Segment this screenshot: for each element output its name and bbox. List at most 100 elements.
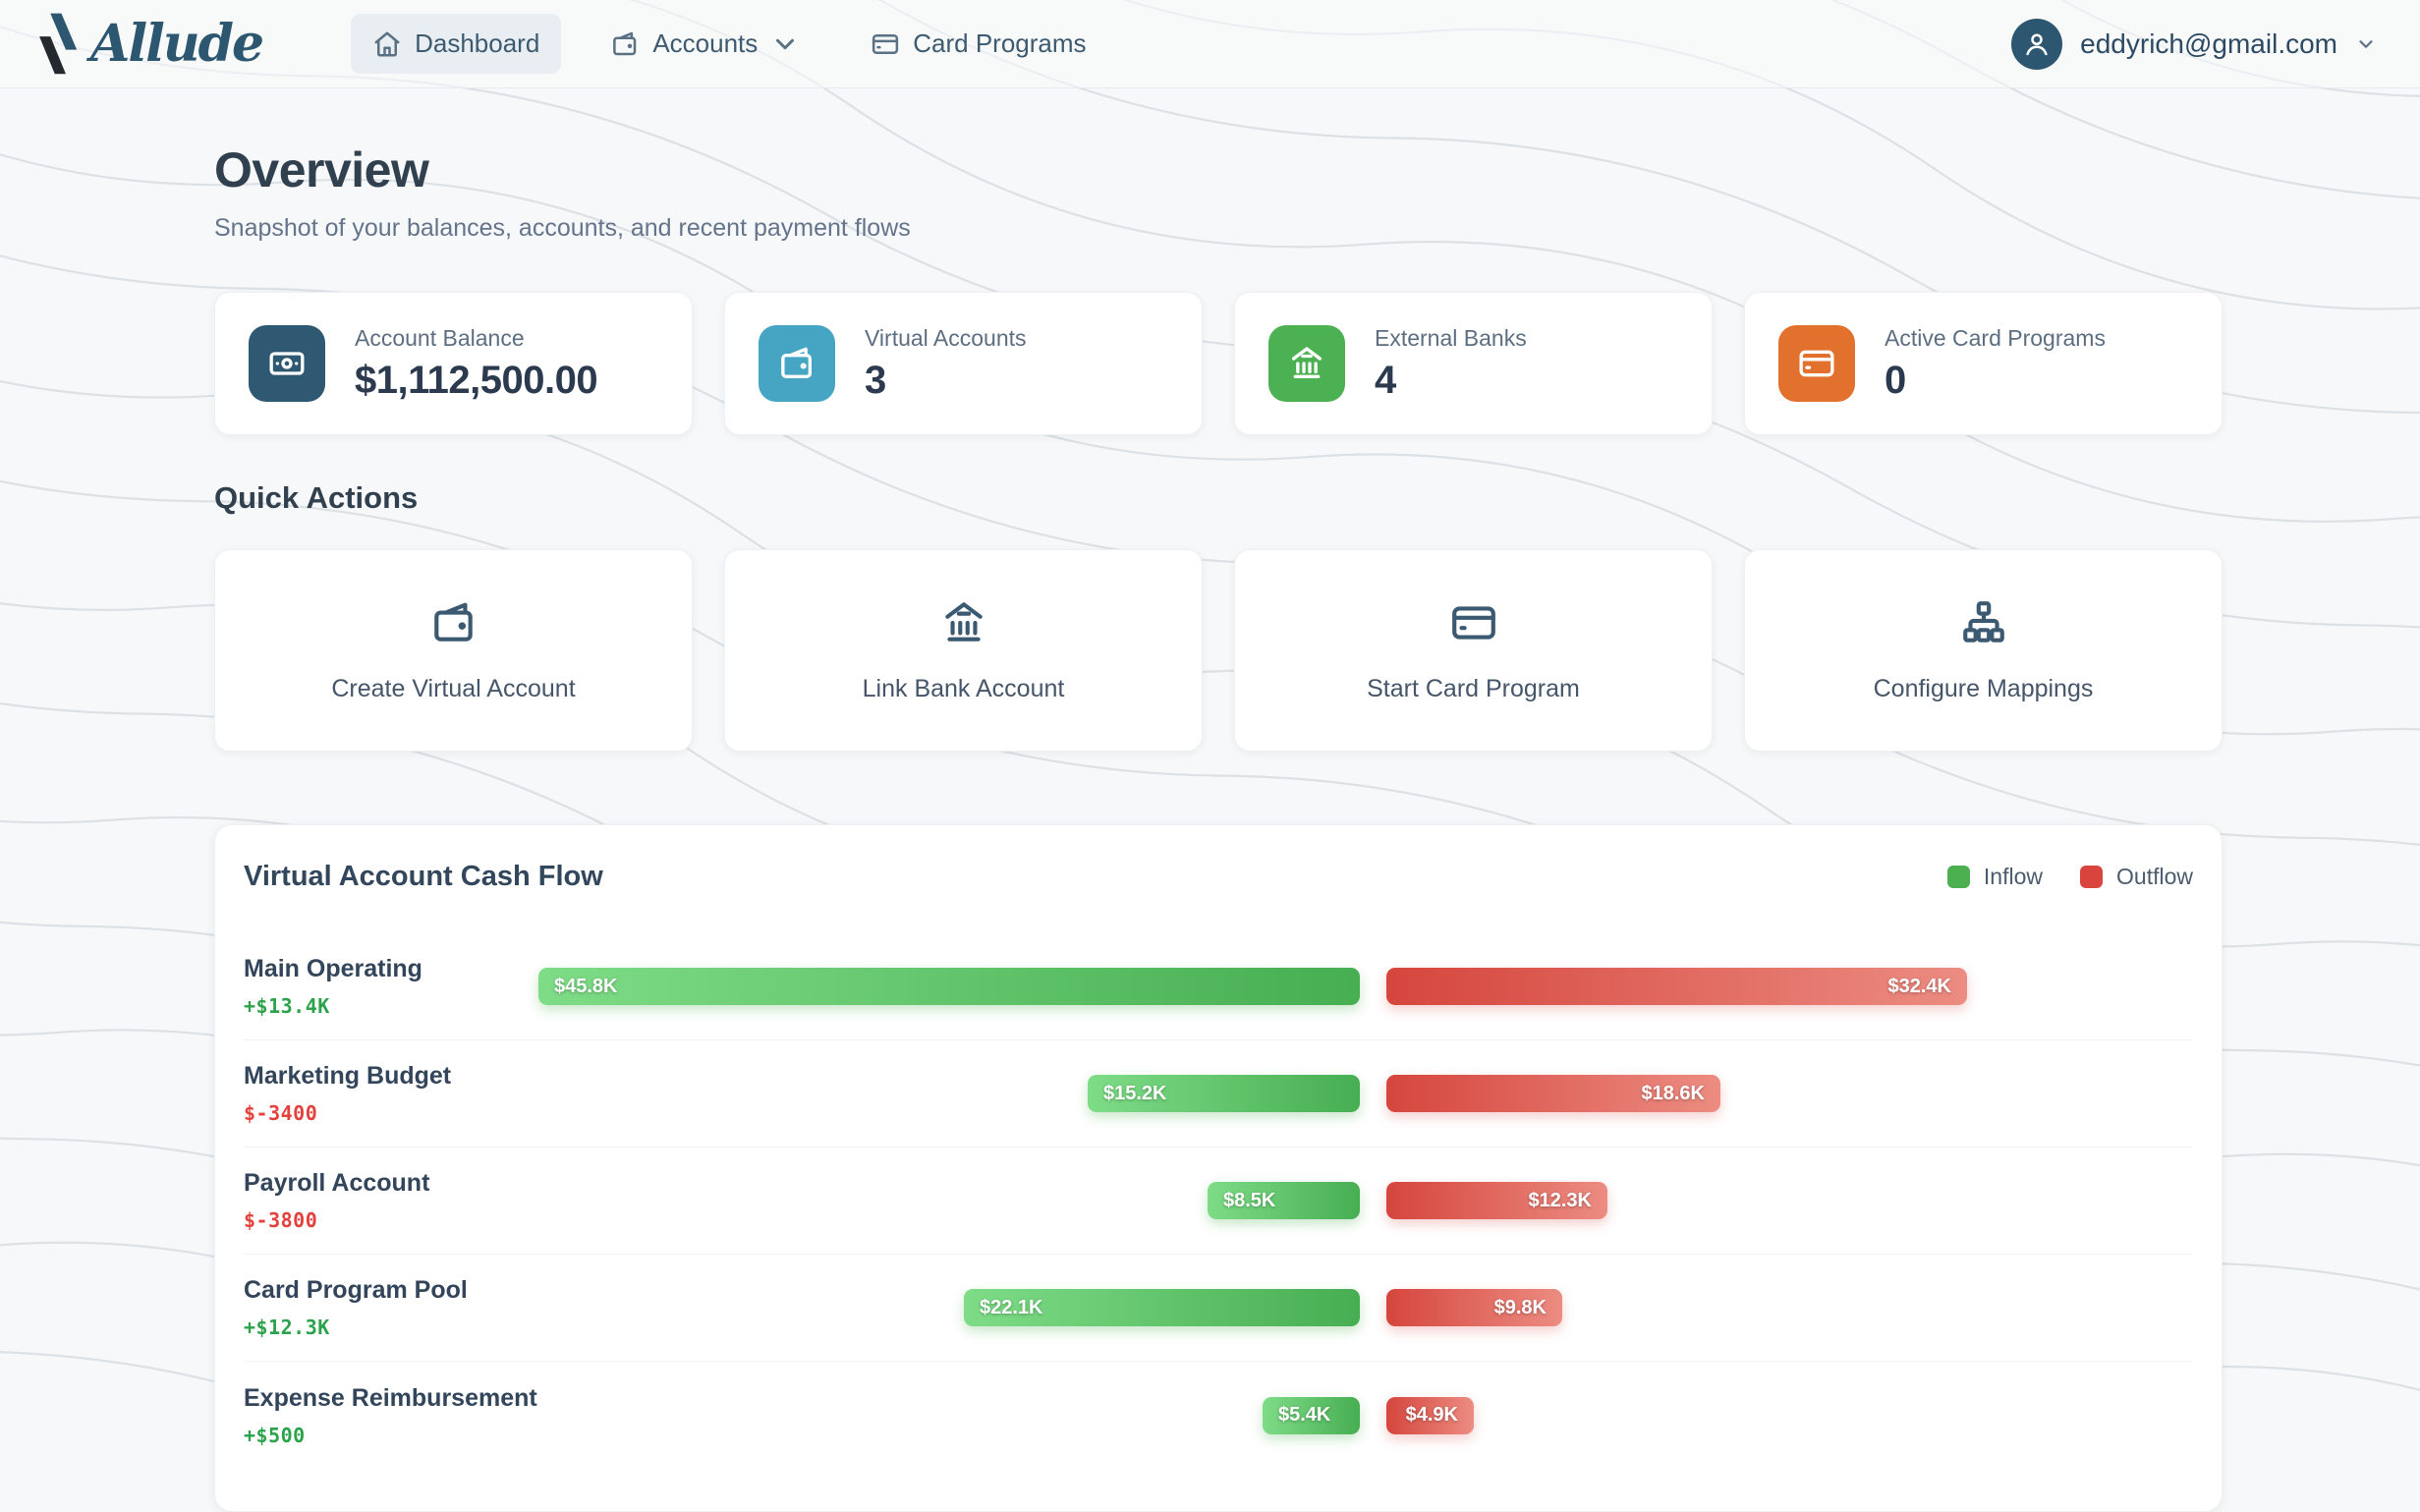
quick-action-label: Link Bank Account (862, 674, 1065, 702)
account-net-change: +$13.4K (244, 994, 330, 1018)
cash-flow-row: Payroll Account $-3800 $8.5K $12.3K (244, 1148, 2193, 1255)
quick-action-label: Configure Mappings (1873, 674, 2094, 702)
link-bank-account-button[interactable]: Link Bank Account (724, 549, 1203, 752)
outflow-zone: $32.4K (1386, 968, 2193, 1005)
credit-card-icon (872, 33, 899, 54)
chevron-down-icon (776, 38, 795, 49)
bank-icon (1268, 325, 1345, 402)
outflow-value: $12.3K (1528, 1189, 1593, 1211)
outflow-zone: $9.8K (1386, 1289, 2193, 1326)
start-card-program-button[interactable]: Start Card Program (1234, 549, 1713, 752)
account-label: Payroll Account $-3800 (244, 1169, 538, 1232)
cash-flow-row: Expense Reimbursement +$500 $5.4K $4.9K (244, 1362, 2193, 1469)
account-net-change: +$500 (244, 1423, 306, 1447)
nav-item-card-programs[interactable]: Card Programs (849, 14, 1107, 74)
outflow-value: $18.6K (1641, 1082, 1706, 1104)
nav-item-label: Accounts (652, 28, 759, 58)
legend-label: Outflow (2116, 863, 2193, 889)
network-icon (1959, 598, 2008, 647)
inflow-value: $15.2K (1103, 1082, 1167, 1104)
brand-logo-mark (39, 13, 78, 74)
cash-flow-row: Card Program Pool +$12.3K $22.1K $9.8K (244, 1255, 2193, 1362)
wallet-icon (429, 598, 478, 647)
inflow-value: $45.8K (554, 975, 618, 997)
outflow-value: $4.9K (1405, 1404, 1458, 1426)
quick-action-label: Create Virtual Account (331, 674, 576, 702)
cash-flow-title: Virtual Account Cash Flow (244, 860, 603, 892)
outflow-value: $32.4K (1887, 975, 1952, 997)
stat-label: Account Balance (355, 324, 525, 351)
inflow-value: $8.5K (1223, 1189, 1276, 1211)
account-name: Main Operating (244, 955, 422, 982)
credit-card-icon (1778, 325, 1855, 402)
user-email: eddyrich@gmail.com (2080, 28, 2337, 59)
outflow-bar: $9.8K (1386, 1289, 1562, 1326)
inflow-bar: $8.5K (1208, 1182, 1360, 1219)
chevron-down-icon (2359, 39, 2373, 48)
inflow-bar: $45.8K (538, 968, 1360, 1005)
primary-nav: Dashboard Accounts Card Programs (351, 14, 1107, 74)
account-name: Marketing Budget (244, 1062, 452, 1090)
wallet-icon (613, 31, 637, 55)
inflow-zone: $5.4K (538, 1396, 1360, 1434)
legend-label: Inflow (1983, 863, 2044, 889)
quick-actions-row: Create Virtual Account Link Bank Account… (214, 549, 2223, 752)
inflow-zone: $15.2K (538, 1075, 1360, 1112)
inflow-swatch (1946, 865, 1970, 888)
outflow-zone: $4.9K (1386, 1396, 2193, 1434)
outflow-bar: $12.3K (1386, 1182, 1607, 1219)
cash-flow-row: Main Operating +$13.4K $45.8K $32.4K (244, 933, 2193, 1040)
chart-legend: Inflow Outflow (1946, 863, 2193, 890)
inflow-bar: $5.4K (1263, 1396, 1360, 1434)
banknote-icon (249, 325, 325, 402)
top-nav-bar: Allude Dashboard Accounts Card Programs … (0, 0, 2420, 88)
nav-item-accounts[interactable]: Accounts (589, 14, 821, 74)
avatar (2011, 18, 2063, 70)
legend-outflow: Outflow (2080, 864, 2193, 890)
create-virtual-account-button[interactable]: Create Virtual Account (214, 549, 693, 752)
outflow-swatch (2080, 865, 2104, 888)
stat-card-external-banks: External Banks 4 (1234, 292, 1713, 435)
credit-card-icon (1449, 598, 1498, 647)
account-name: Card Program Pool (244, 1276, 468, 1304)
account-name: Expense Reimbursement (244, 1383, 537, 1412)
outflow-zone: $12.3K (1386, 1182, 2193, 1219)
legend-inflow: Inflow (1946, 863, 2044, 890)
stat-card-active-card-programs: Active Card Programs 0 (1744, 292, 2223, 435)
stat-card-account-balance: Account Balance $1,112,500.00 (214, 292, 693, 435)
inflow-zone: $8.5K (538, 1182, 1360, 1219)
account-net-change: $-3800 (244, 1208, 318, 1232)
stat-label: External Banks (1375, 324, 1527, 351)
inflow-bar: $15.2K (1088, 1075, 1360, 1112)
account-net-change: +$12.3K (244, 1316, 330, 1339)
user-icon (2026, 33, 2048, 55)
wallet-icon (759, 325, 835, 402)
account-label: Card Program Pool +$12.3K (244, 1276, 538, 1339)
nav-item-label: Dashboard (415, 28, 540, 58)
cash-flow-header: Virtual Account Cash Flow Inflow Outflow (244, 857, 2193, 896)
inflow-bar: $22.1K (964, 1289, 1360, 1326)
inflow-zone: $45.8K (538, 968, 1360, 1005)
quick-action-label: Start Card Program (1367, 674, 1580, 702)
page-title: Overview (214, 142, 429, 197)
page-subtitle: Snapshot of your balances, accounts, and… (214, 214, 911, 242)
configure-mappings-button[interactable]: Configure Mappings (1744, 549, 2223, 752)
cash-flow-row: Marketing Budget $-3400 $15.2K $18.6K (244, 1040, 2193, 1148)
account-label: Marketing Budget $-3400 (244, 1062, 538, 1125)
account-net-change: $-3400 (244, 1101, 318, 1125)
outflow-value: $9.8K (1493, 1296, 1547, 1318)
cash-flow-rows: Main Operating +$13.4K $45.8K $32.4K (244, 933, 2193, 1469)
bank-icon (939, 598, 988, 647)
stat-label: Active Card Programs (1885, 324, 2106, 351)
user-menu[interactable]: eddyrich@gmail.com (2011, 18, 2377, 70)
account-label: Main Operating +$13.4K (244, 955, 538, 1018)
inflow-value: $5.4K (1278, 1404, 1331, 1426)
inflow-value: $22.1K (980, 1296, 1043, 1318)
stat-card-virtual-accounts: Virtual Accounts 3 (724, 292, 1203, 435)
brand-logo[interactable]: Allude (29, 11, 264, 78)
nav-item-dashboard[interactable]: Dashboard (351, 14, 562, 74)
account-name: Payroll Account (244, 1169, 430, 1197)
stats-row: Account Balance $1,112,500.00 Virtual Ac… (214, 292, 2223, 435)
brand-name: Allude (90, 13, 264, 74)
cash-flow-panel: Virtual Account Cash Flow Inflow Outflow… (214, 824, 2223, 1512)
